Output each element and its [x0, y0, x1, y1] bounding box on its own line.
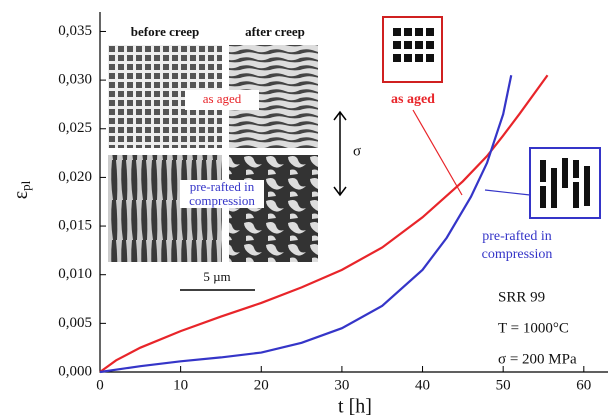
- rafts-icon: [540, 158, 590, 208]
- condition: σ = 200 MPa: [498, 351, 577, 367]
- y-tick-label: 0,005: [58, 315, 92, 331]
- inset-label: after creep: [245, 24, 305, 39]
- legend-label: as aged: [391, 92, 435, 107]
- stress-label: σ: [353, 143, 361, 159]
- inset-label: before creep: [131, 24, 199, 39]
- y-tick-label: 0,015: [58, 217, 92, 233]
- inset: before creep after creep as aged pre-raf…: [108, 24, 361, 291]
- x-tick-label: 0: [96, 377, 104, 393]
- legend-label: pre-rafted in compression: [481, 229, 553, 262]
- legend-label-box: pre-rafted in compression: [481, 229, 553, 262]
- scale-label: 5 µm: [203, 269, 230, 284]
- y-label-subscript: pl: [18, 180, 33, 191]
- x-tick-label: 20: [254, 377, 269, 393]
- y-tick-label: 0,035: [58, 23, 92, 39]
- y-tick-label: 0,020: [58, 169, 92, 185]
- micrograph: [108, 155, 222, 262]
- leader-line: [484, 189, 531, 196]
- label-box: pre-rafted in compression: [180, 180, 264, 208]
- y-tick-label: 0,000: [58, 363, 92, 379]
- y-label-symbol: ε: [10, 191, 32, 199]
- x-tick-label: 10: [173, 377, 188, 393]
- x-tick-label: 30: [334, 377, 349, 393]
- y-tick-label: 0,030: [58, 72, 92, 88]
- inset-label: pre-rafted in compression: [180, 180, 264, 208]
- x-axis-label: t [h]: [338, 396, 372, 418]
- legend-icon: [382, 16, 443, 83]
- x-tick-label: 60: [576, 377, 591, 393]
- micrograph: [229, 155, 318, 262]
- cubes-icon: [393, 28, 434, 62]
- x-tick-label: 40: [415, 377, 430, 393]
- inset-label: as aged: [203, 91, 242, 106]
- y-axis-label: εpl: [10, 180, 33, 199]
- legend-icons: as aged pre-rafted in compression: [382, 16, 601, 262]
- y-tick-label: 0,010: [58, 266, 92, 282]
- leader-line: [412, 109, 463, 196]
- y-tick-label: 0,025: [58, 120, 92, 136]
- stress-arrow: [333, 110, 347, 197]
- series-line: [99, 74, 549, 373]
- x-tick-label: 50: [496, 377, 511, 393]
- condition: T = 1000°C: [498, 320, 569, 336]
- condition: SRR 99: [498, 289, 545, 305]
- label-box: [185, 90, 259, 110]
- series-line: [99, 75, 513, 374]
